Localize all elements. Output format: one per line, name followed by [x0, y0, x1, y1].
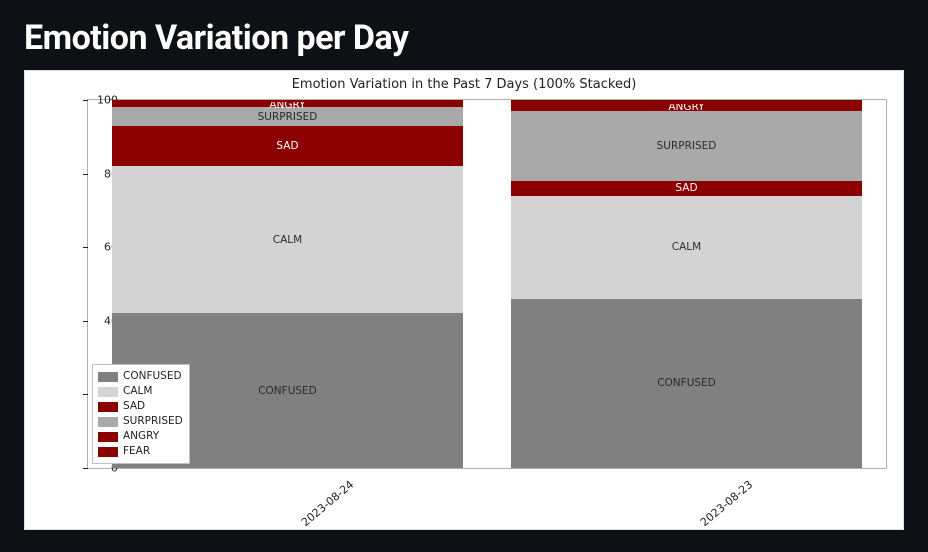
legend-label: SAD	[123, 399, 145, 414]
chart-title: Emotion Variation in the Past 7 Days (10…	[25, 77, 903, 92]
bar-segment-angry	[511, 104, 862, 111]
xtick-label: 2023-08-23	[697, 478, 754, 529]
legend-swatch	[98, 432, 118, 442]
page-title: Emotion Variation per Day	[24, 0, 904, 70]
bar-segment-fear	[112, 100, 463, 102]
bar-group: CONFUSEDCALMSADSURPRISEDANGRY	[511, 100, 862, 468]
legend-swatch	[98, 387, 118, 397]
legend-item: CONFUSED	[98, 369, 183, 384]
bar-segment-sad	[511, 181, 862, 196]
legend-item: FEAR	[98, 444, 183, 459]
legend-label: FEAR	[123, 444, 150, 459]
legend-swatch	[98, 402, 118, 412]
xtick-label: 2023-08-24	[298, 478, 355, 529]
legend-label: CALM	[123, 384, 152, 399]
legend-label: CONFUSED	[123, 369, 182, 384]
chart-plot-area: 020406080100CONFUSEDCALMSADSURPRISEDANGR…	[87, 99, 887, 469]
legend-label: SURPRISED	[123, 414, 183, 429]
bar-segment-sad	[112, 126, 463, 166]
chart-legend: CONFUSEDCALMSADSURPRISEDANGRYFEAR	[92, 364, 190, 464]
legend-item: CALM	[98, 384, 183, 399]
bar-segment-surprised	[511, 111, 862, 181]
legend-swatch	[98, 447, 118, 457]
bar-segment-angry	[112, 102, 463, 108]
legend-swatch	[98, 372, 118, 382]
chart-frame: Emotion Variation in the Past 7 Days (10…	[24, 70, 904, 530]
legend-item: ANGRY	[98, 429, 183, 444]
legend-item: SURPRISED	[98, 414, 183, 429]
bar-segment-confused	[511, 299, 862, 468]
bar-segment-calm	[511, 196, 862, 299]
bar-segment-fear	[511, 100, 862, 104]
legend-item: SAD	[98, 399, 183, 414]
page-root: Emotion Variation per Day Emotion Variat…	[0, 0, 928, 552]
legend-label: ANGRY	[123, 429, 159, 444]
legend-swatch	[98, 417, 118, 427]
bar-segment-calm	[112, 166, 463, 313]
bar-segment-surprised	[112, 107, 463, 125]
